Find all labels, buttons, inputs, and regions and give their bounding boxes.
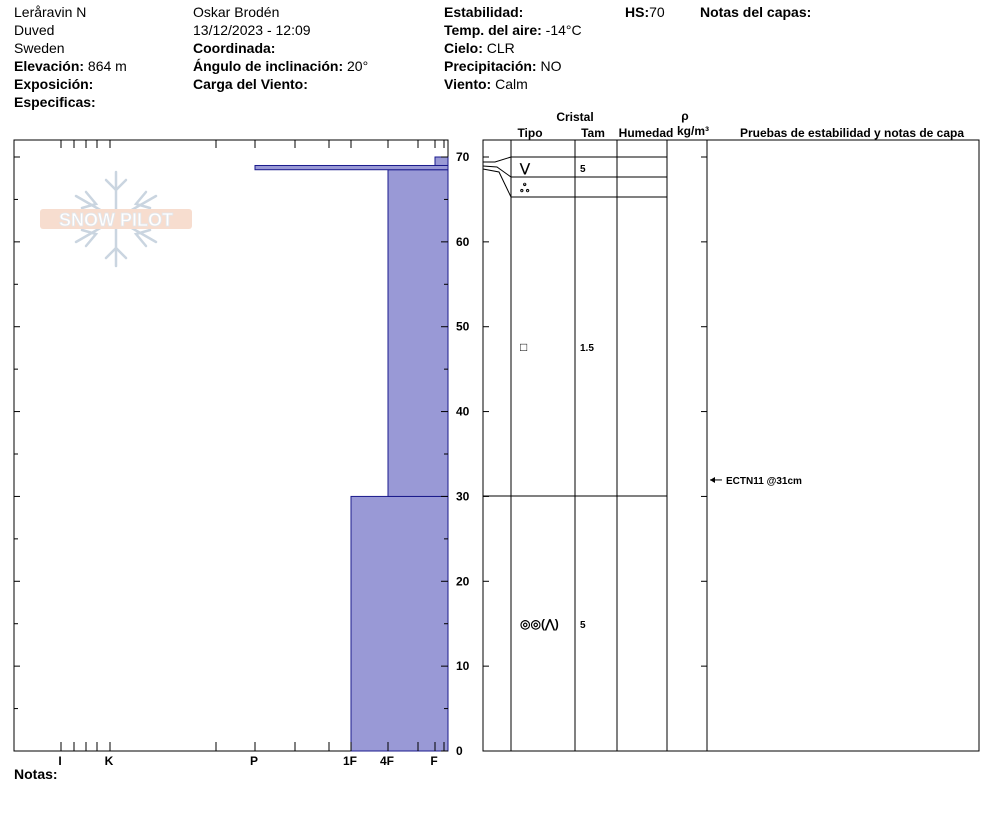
depth-tick-label-50: 50	[456, 320, 470, 334]
air-temp-value: -14°C	[545, 22, 582, 38]
elevation-label: Elevación:	[14, 58, 85, 74]
stability-test-0: ECTN11 @31cm	[726, 476, 802, 487]
header-moisture: Humedad	[619, 126, 674, 140]
connector-2	[482, 168, 512, 198]
depth-tick-label-60: 60	[456, 235, 470, 249]
slope-value: 20°	[347, 58, 369, 74]
depth-tick-label-70: 70	[456, 150, 470, 164]
sky-label: Cielo:	[444, 40, 483, 56]
hardness-tick-label-P: P	[250, 754, 258, 768]
hardness-axis: I K P 1F 4F F	[58, 140, 445, 768]
hardness-plot: I K P 1F 4F F 0 10 20 30 40 50 60 70	[13, 139, 707, 768]
connector-0	[483, 156, 512, 163]
logo-text: SNOW PILOT	[59, 210, 173, 230]
air-temp: Temp. del aire: -14°C	[444, 21, 582, 39]
hardness-bar-0	[350, 495, 449, 752]
notes-label: Notas:	[14, 766, 58, 782]
slope-label: Ángulo de inclinación:	[193, 58, 344, 74]
crystal-type-2: □	[520, 340, 527, 354]
hs-value: 70	[649, 4, 665, 20]
header-tests: Pruebas de estabilidad y notas de capa	[740, 126, 964, 140]
stability-test-arrowhead-0	[710, 476, 715, 483]
crystal-size-0: 5	[580, 164, 586, 175]
precip-value: NO	[540, 58, 562, 74]
depth-tick-label-30: 30	[456, 489, 470, 503]
hardness-tick-label-4F: 4F	[380, 754, 394, 768]
depth-tick-label-10: 10	[456, 659, 470, 673]
table-content: ⋁ 5 ஃ □ 1.5 ◎◎(⋀) 5 ECTN11 @31cm	[482, 156, 802, 631]
precip-label: Precipitación:	[444, 58, 537, 74]
crystal-size-2: 1.5	[580, 343, 594, 354]
precip: Precipitación: NO	[444, 57, 561, 75]
sky-value: CLR	[486, 40, 515, 56]
layer-table: Cristal Tipo Tam Humedad ρ kg/m³ Pruebas…	[482, 109, 980, 752]
header-crystal: Cristal	[556, 110, 593, 124]
hs: HS:70	[625, 3, 665, 21]
air-temp-label: Temp. del aire:	[444, 22, 542, 38]
hardness-bar-3	[434, 156, 449, 166]
crystal-type-3: ◎◎(⋀)	[520, 617, 559, 631]
wind-value: Calm	[495, 76, 528, 92]
hardness-bar-1	[387, 169, 449, 497]
table-frame	[482, 139, 980, 752]
depth-axis: 0 10 20 30 40 50 60 70	[14, 150, 707, 758]
hardness-bars	[254, 156, 449, 752]
depth-tick-label-0: 0	[456, 744, 463, 758]
header-size: Tam	[581, 126, 605, 140]
crystal-type-0: ⋁	[519, 161, 531, 175]
region: Duved	[14, 22, 55, 38]
crystal-size-3: 5	[580, 620, 586, 631]
elevation: Elevación: 864 m	[14, 57, 127, 75]
depth-tick-label-20: 20	[456, 574, 470, 588]
specifics-label: Especificas:	[14, 94, 96, 110]
location: Leråravin N	[14, 4, 87, 20]
observer: Oskar Brodén	[193, 4, 280, 20]
aspect-label: Exposición:	[14, 76, 94, 92]
hs-label: HS:	[625, 4, 650, 20]
elevation-value: 864 m	[87, 58, 127, 74]
connector-1	[482, 165, 512, 178]
hardness-tick-label-K: K	[105, 754, 114, 768]
wind-load-label: Carga del Viento:	[193, 76, 308, 92]
hardness-tick-label-F: F	[430, 754, 437, 768]
coord-label: Coordinada:	[193, 40, 276, 56]
slope: Ángulo de inclinación: 20°	[193, 57, 368, 75]
wind: Viento: Calm	[444, 75, 528, 93]
hardness-bar-2	[254, 164, 449, 171]
snowpilot-logo: SNOW PILOT	[40, 170, 192, 268]
datetime: 13/12/2023 - 12:09	[193, 22, 311, 38]
depth-tick-label-40: 40	[456, 405, 470, 419]
sky: Cielo: CLR	[444, 39, 515, 57]
stability-label: Estabilidad:	[444, 4, 524, 20]
wind-label: Viento:	[444, 76, 492, 92]
header-density-symbol: ρ	[681, 109, 688, 123]
hardness-tick-label-1F: 1F	[343, 754, 357, 768]
header-type: Tipo	[517, 126, 542, 140]
country: Sweden	[14, 40, 65, 56]
layer-notes-label: Notas del capas:	[700, 4, 812, 20]
hardness-tick-label-I: I	[58, 754, 61, 768]
header-density-unit: kg/m³	[677, 124, 709, 138]
crystal-type-1: ஃ	[520, 181, 530, 195]
